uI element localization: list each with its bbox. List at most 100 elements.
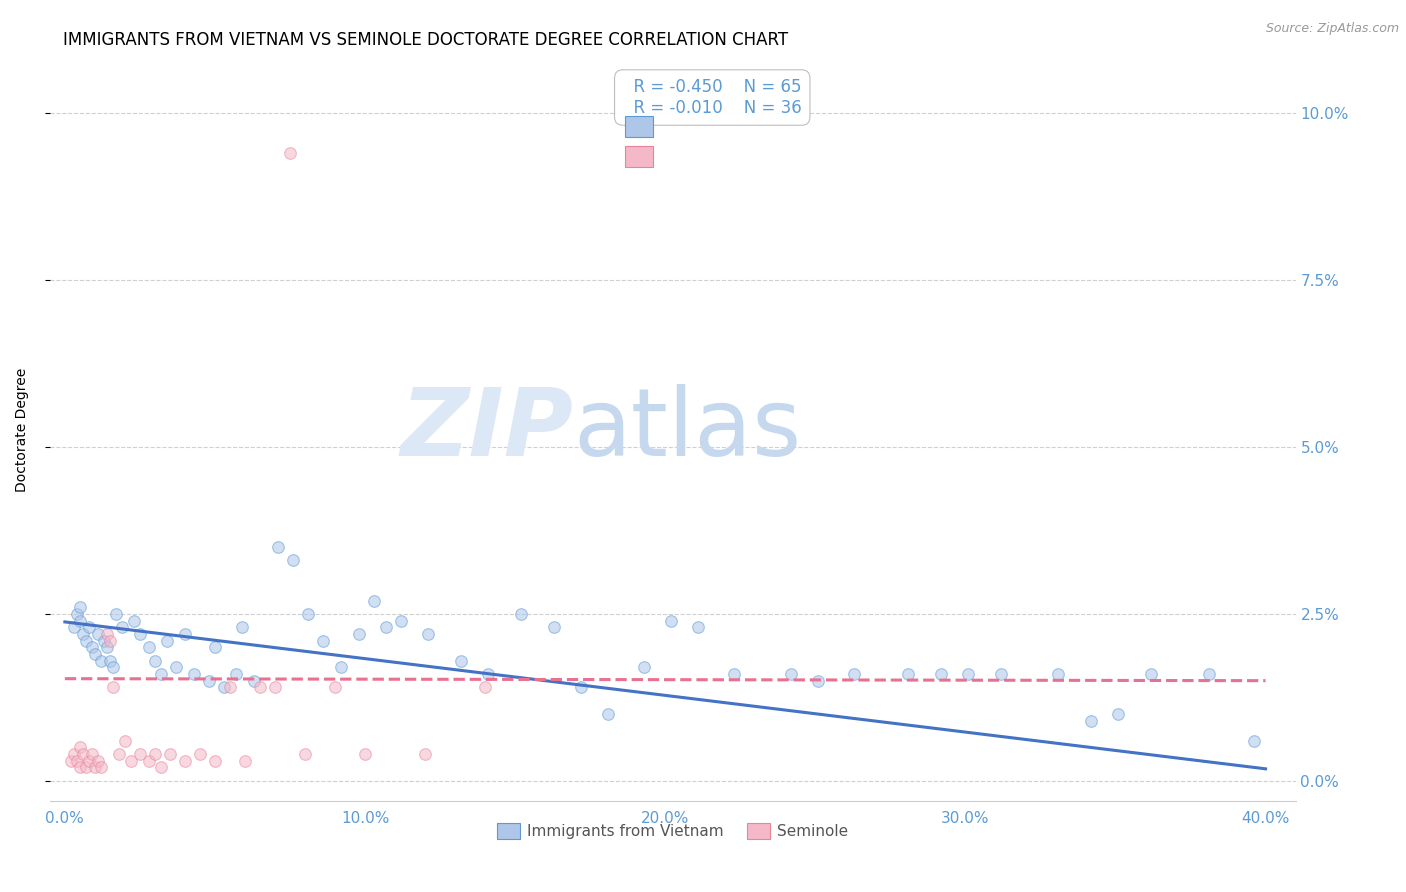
Point (188, 747, 211, 761)
Point (1080, 714, 1102, 728)
Point (510, 607, 533, 621)
Point (723, 667, 745, 681)
Point (931, 667, 953, 681)
Point (543, 620, 565, 634)
Point (90, 760, 112, 774)
Point (807, 673, 830, 688)
Point (598, 707, 620, 722)
FancyBboxPatch shape (626, 146, 652, 167)
Point (87, 754, 110, 768)
Point (990, 667, 1012, 681)
Point (363, 593, 385, 607)
Point (278, 146, 301, 161)
Point (72, 627, 94, 641)
Point (165, 660, 187, 674)
Text: ZIP: ZIP (401, 384, 574, 476)
Point (474, 681, 496, 695)
Point (1140, 667, 1163, 681)
Text: atlas: atlas (574, 384, 801, 476)
Point (183, 667, 205, 681)
Point (63, 747, 86, 761)
Point (219, 681, 242, 695)
Point (323, 681, 346, 695)
Point (120, 754, 142, 768)
Point (143, 654, 166, 668)
Point (413, 747, 436, 761)
Point (198, 673, 221, 688)
Point (138, 640, 160, 655)
Point (1198, 667, 1220, 681)
Y-axis label: Doctorate Degree: Doctorate Degree (15, 368, 30, 492)
Point (204, 754, 226, 768)
Point (688, 620, 710, 634)
Point (96, 640, 118, 655)
Point (450, 654, 472, 668)
Point (354, 747, 377, 761)
Point (80, 747, 103, 761)
Point (267, 540, 290, 554)
Point (233, 754, 256, 768)
Point (59, 754, 82, 768)
Point (114, 733, 136, 747)
Point (111, 620, 134, 634)
Point (375, 620, 398, 634)
Point (1108, 707, 1130, 722)
Point (96, 627, 118, 641)
Point (128, 627, 150, 641)
Point (69, 740, 91, 755)
Point (844, 667, 866, 681)
Point (281, 553, 304, 567)
Point (231, 620, 253, 634)
Point (249, 681, 271, 695)
Point (297, 607, 319, 621)
Point (149, 760, 172, 774)
Point (138, 754, 160, 768)
Point (128, 747, 150, 761)
Point (143, 747, 166, 761)
Point (101, 681, 124, 695)
Point (159, 747, 181, 761)
Point (330, 660, 353, 674)
Point (1047, 667, 1070, 681)
Point (569, 681, 592, 695)
Point (294, 747, 316, 761)
Point (108, 747, 131, 761)
Point (212, 681, 235, 695)
Point (477, 667, 499, 681)
Point (156, 633, 179, 648)
Point (897, 667, 920, 681)
Text: Source: ZipAtlas.com: Source: ZipAtlas.com (1265, 22, 1399, 36)
Point (264, 681, 287, 695)
Point (69, 760, 91, 774)
Point (80, 640, 103, 655)
Text: R = -0.450    N = 65
  R = -0.010    N = 36: R = -0.450 N = 65 R = -0.010 N = 36 (623, 78, 801, 117)
Point (83, 647, 105, 661)
Point (98, 654, 121, 668)
Point (633, 660, 655, 674)
FancyBboxPatch shape (626, 116, 652, 137)
Point (225, 667, 247, 681)
Point (83, 760, 105, 774)
Point (347, 627, 370, 641)
Point (66, 754, 89, 768)
Point (389, 614, 412, 628)
Point (75, 633, 97, 648)
Point (69, 614, 91, 628)
Point (149, 667, 172, 681)
Point (957, 667, 980, 681)
Point (101, 660, 124, 674)
Point (243, 673, 266, 688)
Point (659, 614, 682, 628)
Point (312, 633, 335, 648)
Point (98, 633, 121, 648)
Point (69, 600, 91, 615)
Point (90, 654, 112, 668)
Point (122, 614, 145, 628)
Point (72, 747, 94, 761)
Point (93, 633, 115, 648)
Point (87, 627, 110, 641)
Point (63, 620, 86, 634)
Point (77, 754, 100, 768)
Point (174, 627, 197, 641)
Point (66, 607, 89, 621)
